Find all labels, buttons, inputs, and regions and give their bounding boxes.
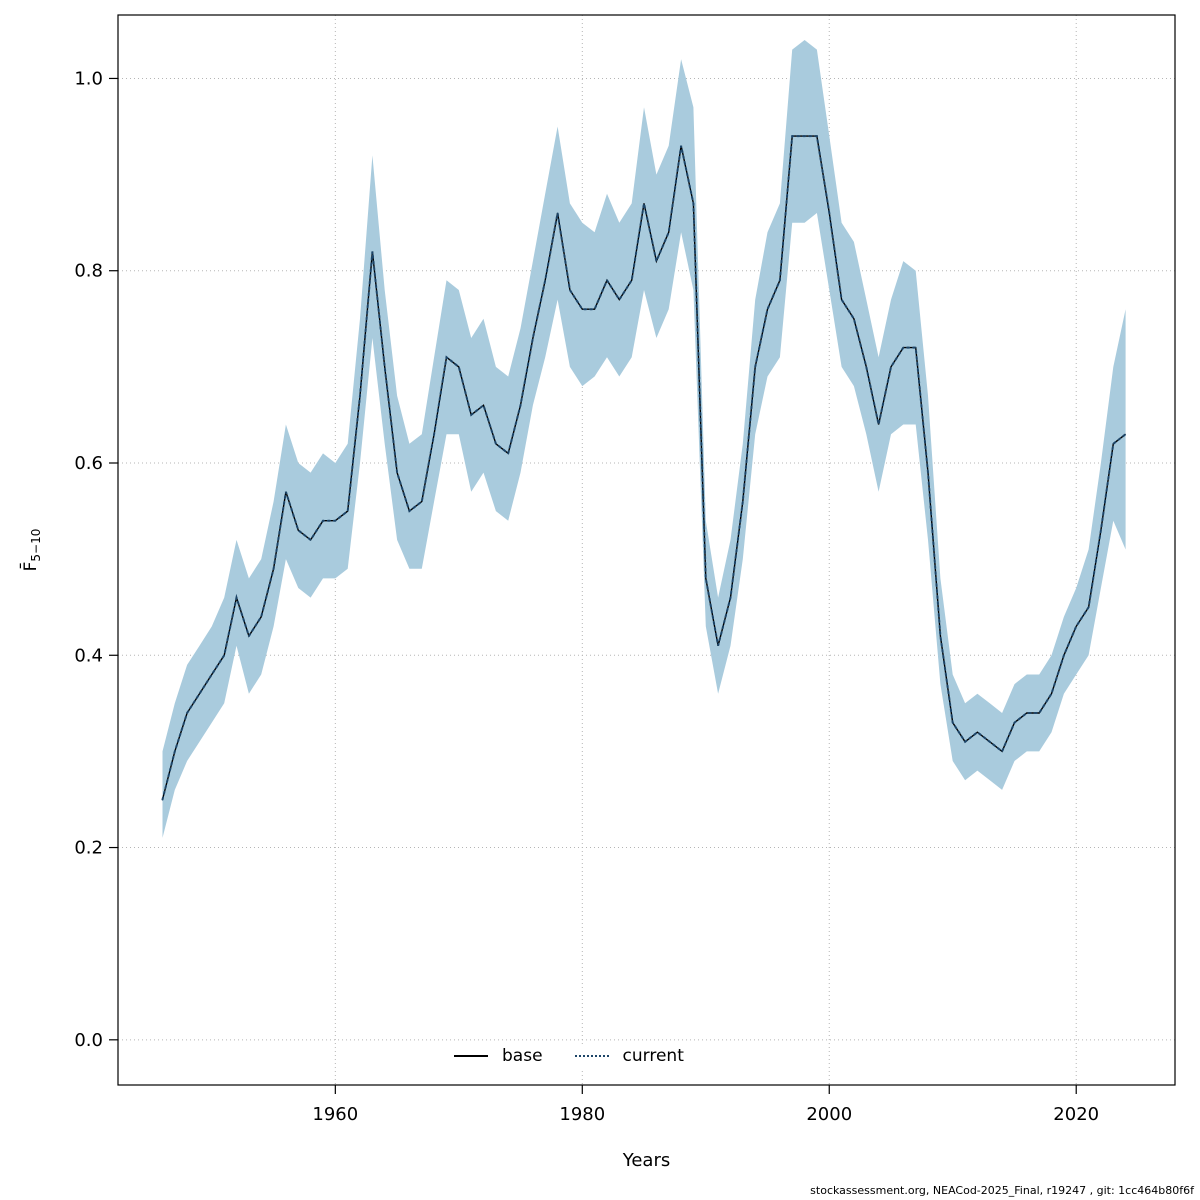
x-axis-tick-label: 2000 bbox=[806, 1104, 852, 1125]
x-axis-tick-label: 1960 bbox=[312, 1104, 358, 1125]
x-axis-tick-label: 1980 bbox=[559, 1104, 605, 1125]
current-line-sample bbox=[574, 1055, 609, 1057]
footer-note: stockassessment.org, NEACod-2025_Final, … bbox=[810, 1184, 1194, 1197]
x-axis-label: Years bbox=[622, 1150, 671, 1171]
y-axis-tick-label: 0.6 bbox=[74, 453, 103, 474]
legend-label-current: current bbox=[622, 1046, 684, 1066]
legend-label-base: base bbox=[502, 1046, 543, 1066]
plot-border bbox=[117, 14, 1176, 1086]
y-axis-tick-label: 0.0 bbox=[74, 1030, 103, 1051]
y-axis-tick-label: 1.0 bbox=[74, 68, 103, 89]
y-axis-tick-label: 0.8 bbox=[74, 261, 103, 282]
confidence-band bbox=[162, 40, 1126, 838]
y-axis-label-main: F̄ bbox=[20, 561, 41, 572]
x-axis-tick-label: 2020 bbox=[1053, 1104, 1099, 1125]
legend: base current bbox=[448, 1044, 690, 1068]
current-line bbox=[161, 135, 1127, 801]
y-axis-label-sub: 5−10 bbox=[29, 528, 44, 562]
y-axis-tick-label: 0.2 bbox=[74, 838, 103, 859]
base-line-sample bbox=[454, 1055, 488, 1057]
y-axis-tick-label: 0.4 bbox=[74, 645, 103, 666]
y-axis-label: F̄5−10 bbox=[21, 529, 43, 572]
